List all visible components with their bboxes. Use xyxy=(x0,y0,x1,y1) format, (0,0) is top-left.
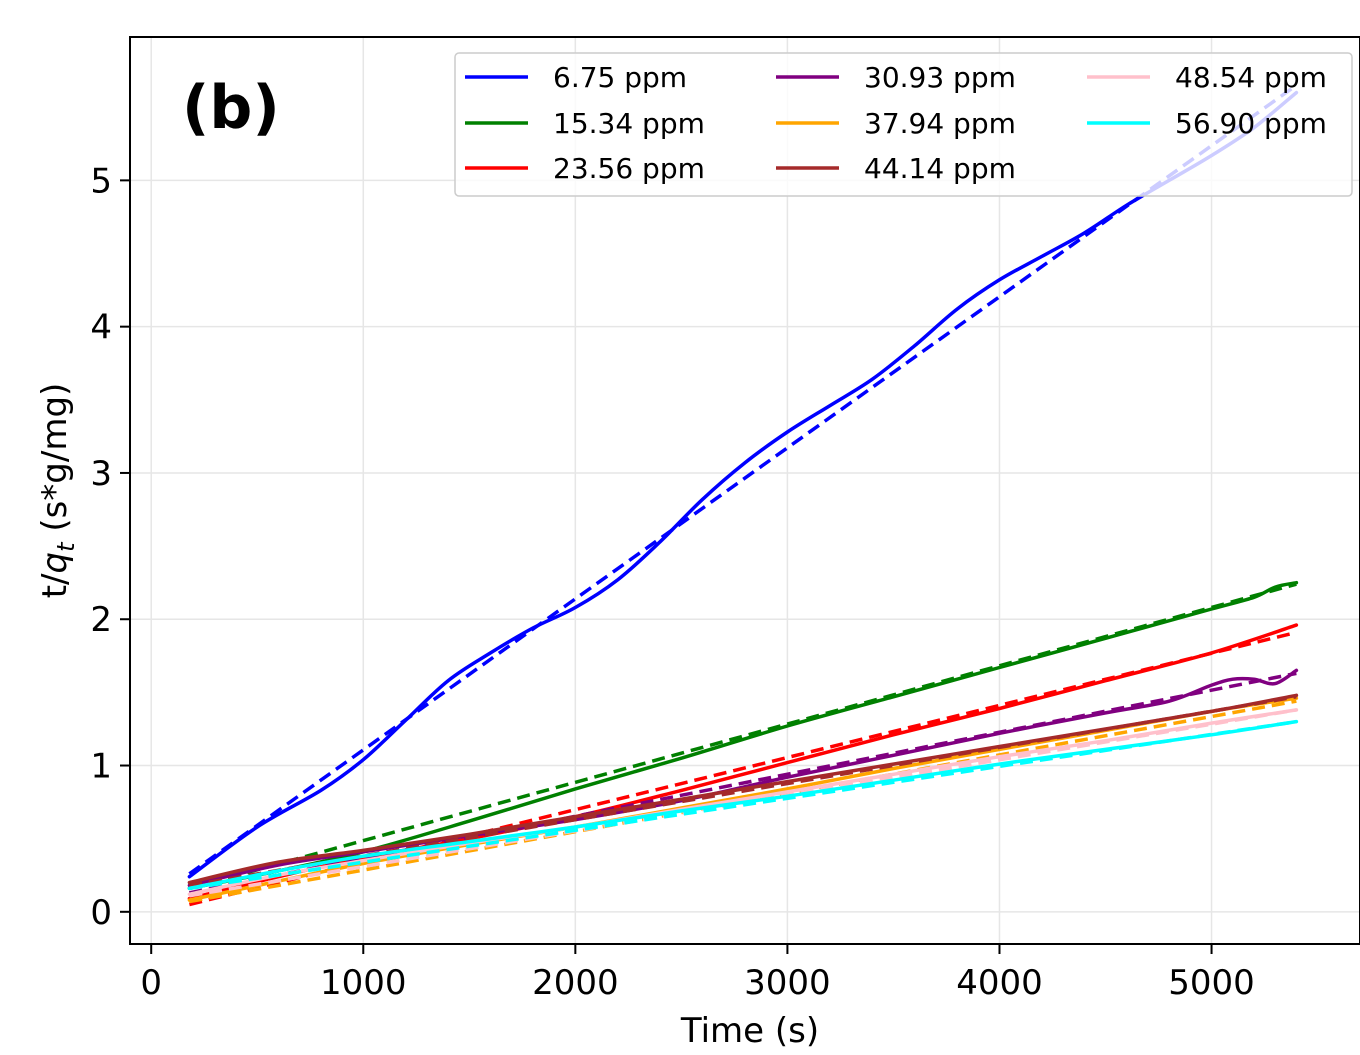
series-line-48-54-ppm xyxy=(187,708,1299,897)
plot-lines xyxy=(187,83,1299,907)
panel-label: (b) xyxy=(182,73,280,143)
y-axis-label-suffix: (s*g/mg) xyxy=(35,383,75,543)
y-axis-label-variable: q xyxy=(35,552,75,574)
x-tick-label: 3000 xyxy=(744,963,831,1003)
x-tick-label: 2000 xyxy=(532,963,619,1003)
x-tick-label: 1000 xyxy=(320,963,407,1003)
legend-label: 15.34 ppm xyxy=(553,107,705,140)
legend-label: 56.90 ppm xyxy=(1175,107,1327,140)
legend-label: 23.56 ppm xyxy=(553,152,705,185)
legend-label: 48.54 ppm xyxy=(1175,61,1327,94)
x-tick-label: 0 xyxy=(140,963,162,1003)
fit-line-30-93-ppm xyxy=(189,671,1297,895)
fit-line-15-34-ppm xyxy=(188,582,1297,891)
y-tick-label: 5 xyxy=(90,161,112,201)
series-line-44-14-ppm xyxy=(187,693,1299,885)
y-tick-label: 1 xyxy=(90,747,112,787)
x-tick-label: 4000 xyxy=(956,963,1043,1003)
y-tick-label: 4 xyxy=(90,308,112,348)
y-axis-ticks: 0 1 2 3 4 5 xyxy=(90,161,130,933)
y-tick-label: 2 xyxy=(90,600,112,640)
legend-label: 6.75 ppm xyxy=(553,61,687,94)
y-axis-label: t/qt (s*g/mg) xyxy=(35,383,80,599)
legend: 6.75 ppm 15.34 ppm 23.56 ppm 30.93 ppm 37.94… xyxy=(454,52,1353,197)
x-tick-label: 5000 xyxy=(1168,963,1255,1003)
series-line-6-75-ppm xyxy=(187,90,1299,879)
x-axis-ticks: 0 1000 2000 3000 4000 5000 xyxy=(140,944,1255,1003)
y-tick-label: 0 xyxy=(90,893,112,933)
series-line-56-90-ppm xyxy=(187,719,1299,891)
legend-box xyxy=(454,52,1353,197)
x-axis-label: Time (s) xyxy=(680,1011,819,1051)
legend-label: 37.94 ppm xyxy=(864,107,1016,140)
legend-label: 44.14 ppm xyxy=(864,152,1016,185)
y-tick-label: 3 xyxy=(90,454,112,494)
plot-frame xyxy=(129,36,1360,945)
fit-line-56-90-ppm xyxy=(189,719,1297,891)
y-axis-label-subscript: t xyxy=(52,541,80,552)
legend-label: 30.93 ppm xyxy=(864,61,1016,94)
y-axis-label-prefix: t/ xyxy=(35,573,75,598)
fit-line-6-75-ppm xyxy=(188,83,1298,876)
